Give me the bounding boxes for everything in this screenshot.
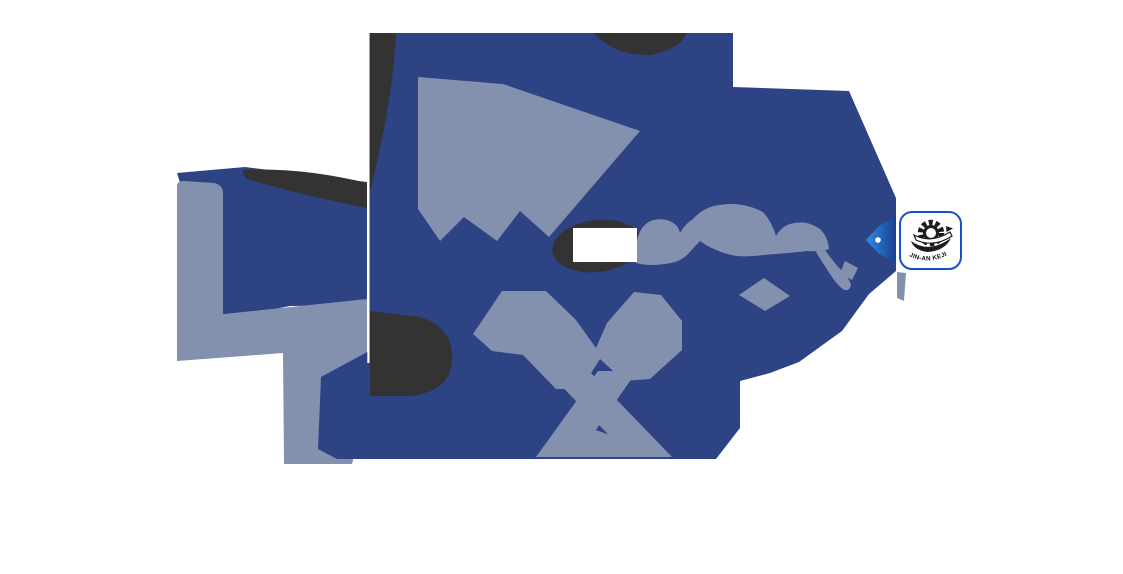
dark-crescent-left [242,169,367,208]
slate-x-band-2 [536,371,637,457]
dark-wedge-top [370,33,396,189]
flag-mark [946,226,953,232]
slate-pentagon [418,77,640,241]
slate-diamond-small [840,261,858,280]
swoosh-lower [911,238,951,252]
gear-swoosh-emblem-icon: JIN-AN KEJI [908,219,953,263]
slate-column-left [177,181,223,336]
white-patch-rect [573,228,637,262]
logo-badge-button[interactable]: JIN-AN KEJI [899,211,962,270]
emblem-text: JIN-AN KEJI [908,251,948,263]
slate-hump-chain [635,204,829,265]
marker-arrow-shape [866,216,896,262]
slate-sliver-badge [897,272,906,301]
dark-wedge-bottom [370,311,453,396]
white-seam-line [367,30,370,363]
navy-shape-left [177,167,367,319]
left-pointing-marker-icon[interactable] [864,214,900,266]
slate-x-triangle [536,428,672,457]
swoosh-upper [912,231,953,244]
dark-blob-top-center [594,33,686,56]
marker-arrow-dot [875,237,881,243]
slate-chain-tail [816,246,851,291]
slate-band-left [177,299,367,361]
slate-hexagon-mass [473,291,682,389]
slate-x-band-1 [547,371,672,457]
slate-diamond-right [739,278,790,311]
